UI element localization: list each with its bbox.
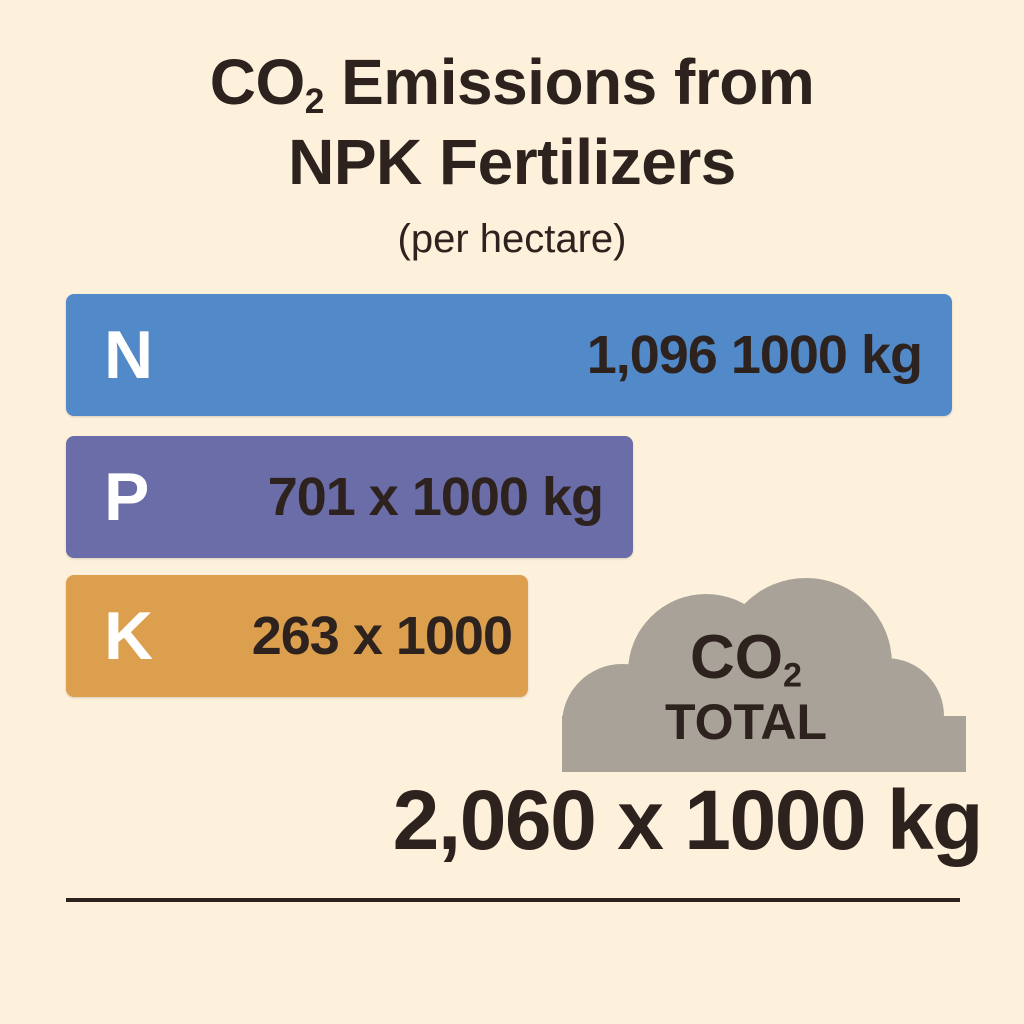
chart-title: CO2 Emissions from NPK Fertilizers (0, 42, 1024, 202)
bar-label-k: K (104, 598, 154, 674)
bar-label-p: P (104, 459, 150, 535)
title-line-2: NPK Fertilizers (288, 126, 736, 198)
bar-value-k: 263 x 1000 (251, 606, 513, 666)
cloud-icon (562, 578, 966, 772)
bar-k: K 263 x 1000 (66, 575, 528, 697)
bar-p: P 701 x 1000 kg (66, 436, 633, 558)
cloud-co2-label: CO2 (690, 623, 802, 695)
bar-value-p: 701 x 1000 kg (267, 467, 604, 527)
bar-label-n: N (104, 317, 154, 393)
title-line-1: CO2 Emissions from (209, 46, 815, 121)
divider-line (66, 898, 960, 902)
bar-value-n: 1,096 1000 kg (586, 325, 923, 385)
chart-subtitle: (per hectare) (397, 217, 627, 261)
total-value: 2,060 x 1000 kg (392, 773, 984, 867)
bar-n: N 1,096 1000 kg (66, 294, 952, 416)
cloud-label: CO2 TOTAL (556, 624, 936, 752)
cloud-shape (562, 578, 966, 772)
cloud-total-label: TOTAL (664, 694, 827, 750)
